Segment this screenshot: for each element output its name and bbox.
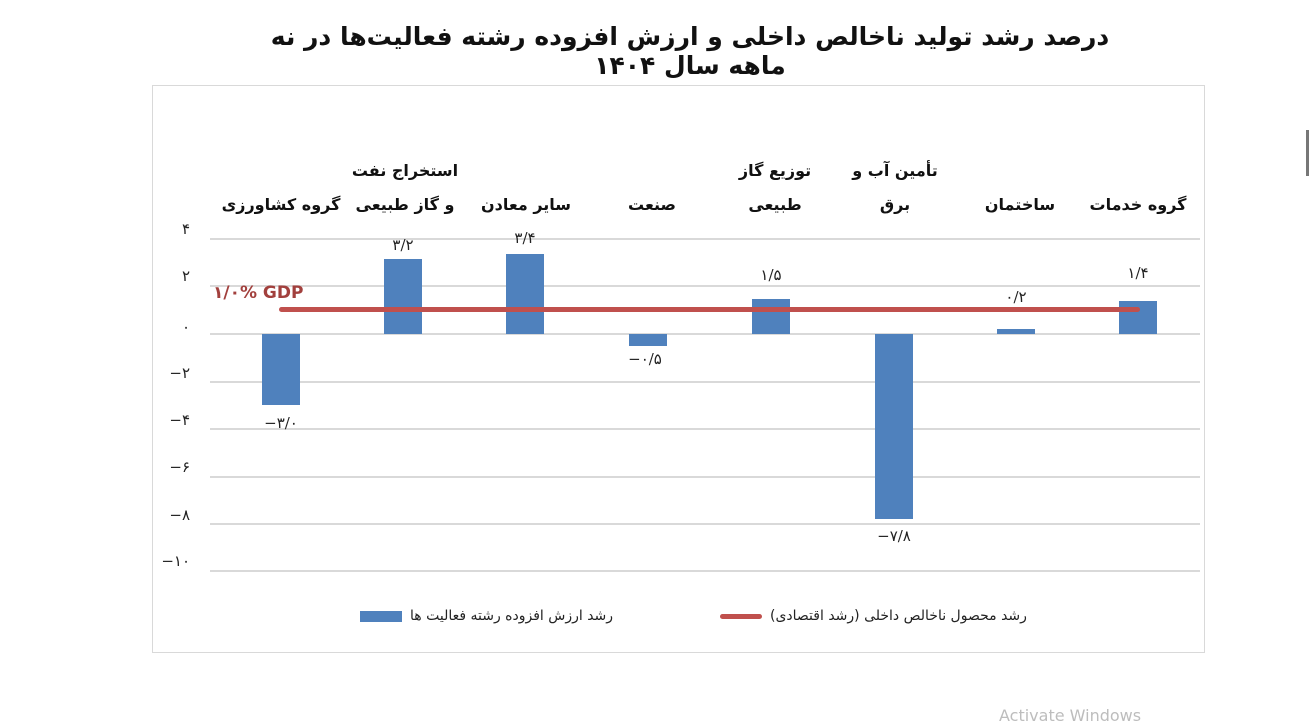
chart-frame	[152, 85, 1205, 653]
legend-line-label: رشد محصول ناخالص داخلی (رشد اقتصادی)	[770, 608, 1027, 624]
legend-item-bar: رشد ارزش افزوده رشته فعالیت ها	[360, 608, 613, 624]
bar-oil-gas-extraction	[384, 259, 422, 334]
gridline-neg8	[210, 523, 1200, 525]
category-label: صنعت	[628, 195, 676, 214]
legend-line-swatch	[720, 613, 762, 619]
bar-water-electricity	[875, 334, 913, 519]
y-tick: ۲	[181, 267, 190, 285]
gridline-2	[210, 285, 1200, 287]
y-tick: ۴	[181, 220, 190, 238]
gdp-annotation: ۱/۰% GDP	[213, 283, 304, 303]
y-tick: −۶	[169, 458, 190, 476]
bar-services	[1119, 301, 1157, 334]
gridline-neg6	[210, 476, 1200, 478]
activate-windows-watermark: Activate Windows	[999, 706, 1142, 725]
gridline-neg10	[210, 570, 1200, 572]
category-label: ساختمان	[984, 195, 1056, 214]
scrollbar-thumb[interactable]	[1306, 130, 1309, 176]
category-label: توزیع گاز طبیعی	[738, 161, 812, 214]
value-label: −۳/۰	[264, 414, 298, 432]
value-label: ۰/۲	[1005, 288, 1027, 306]
category-label: استخراج نفت و گاز طبیعی	[351, 161, 459, 214]
category-label: گروه خدمات	[1089, 195, 1187, 214]
legend-bar-swatch	[360, 610, 402, 622]
gridline-0	[210, 333, 1200, 335]
bar-gas-distribution	[752, 299, 790, 334]
value-label: −۷/۸	[877, 527, 911, 545]
y-tick: −۴	[169, 411, 190, 429]
category-label: گروه کشاورزی	[221, 195, 341, 214]
gridline-neg2	[210, 381, 1200, 383]
bar-other-mining	[506, 254, 544, 334]
y-tick: −۸	[169, 506, 190, 524]
legend-item-line: رشد محصول ناخالص داخلی (رشد اقتصادی)	[720, 608, 1027, 624]
chart-title: درصد رشد تولید ناخالص داخلی و ارزش افزود…	[270, 22, 1110, 80]
value-label: ۱/۴	[1127, 264, 1149, 282]
gridline-neg4	[210, 428, 1200, 430]
legend-bar-label: رشد ارزش افزوده رشته فعالیت ها	[410, 608, 614, 624]
category-label: سایر معادن	[480, 195, 572, 214]
value-label: −۰/۵	[628, 350, 662, 368]
bar-construction	[997, 329, 1035, 334]
category-label: تأمین آب و برق	[852, 161, 938, 214]
bar-agriculture	[262, 334, 300, 405]
value-label: ۳/۴	[514, 229, 536, 247]
y-tick: −۲	[169, 364, 190, 382]
gdp-growth-line	[279, 307, 1140, 312]
y-tick: −۱۰	[161, 552, 190, 570]
value-label: ۳/۲	[392, 236, 414, 254]
value-label: ۱/۵	[760, 266, 782, 284]
bar-industry	[629, 334, 667, 346]
y-tick: ۰	[181, 318, 190, 336]
gridline-4	[210, 238, 1200, 240]
